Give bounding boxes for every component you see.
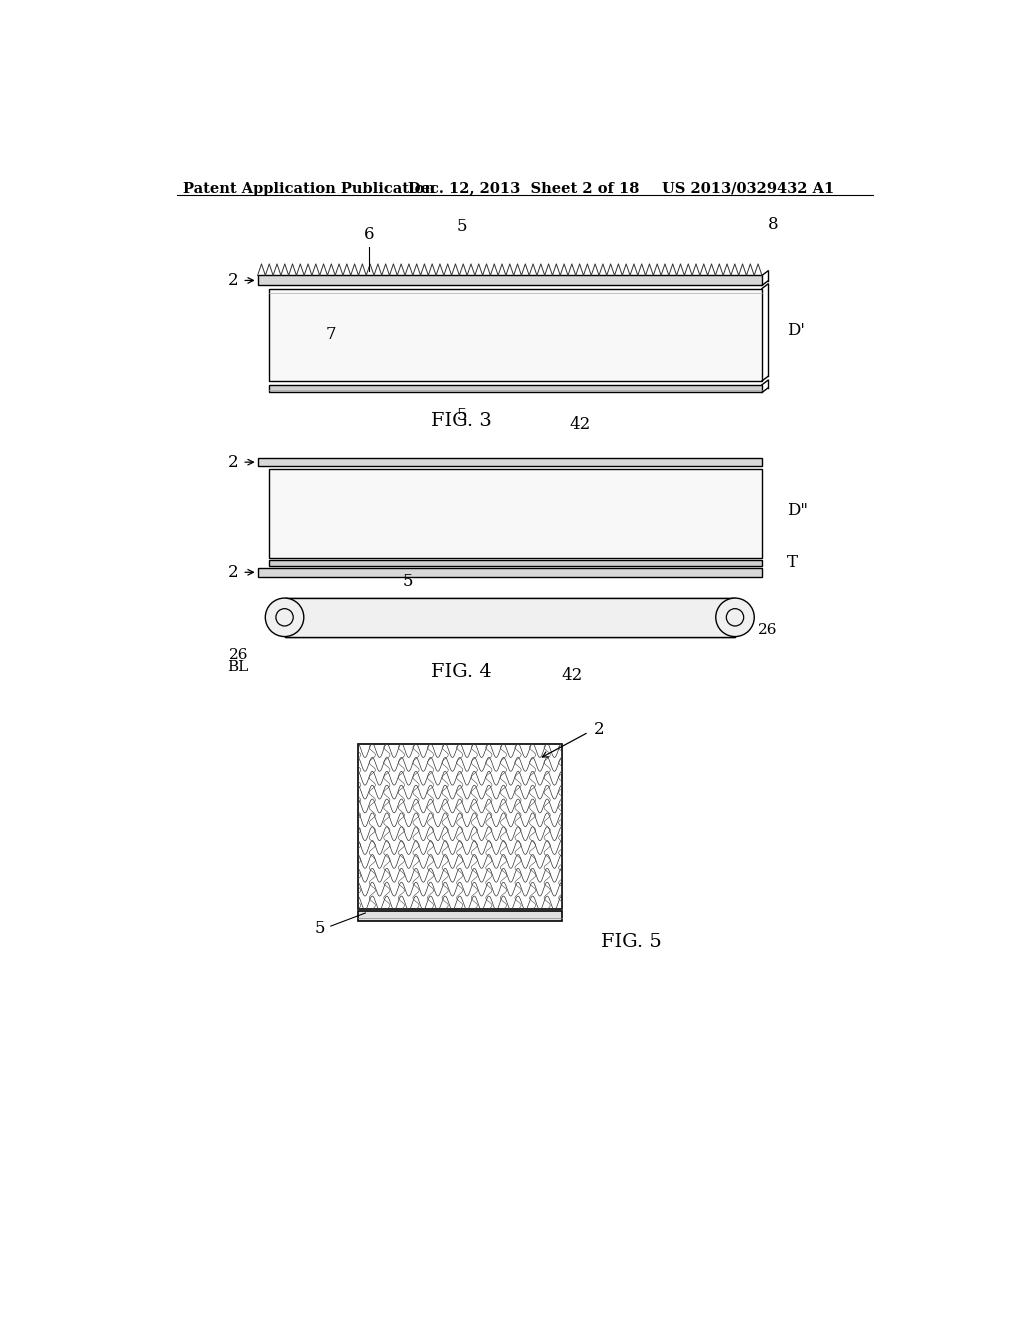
Bar	[285, 598, 735, 636]
Text: 6: 6	[364, 226, 375, 243]
Bar	[269, 560, 762, 566]
Bar	[269, 385, 762, 392]
Text: D': D'	[787, 322, 805, 339]
Text: 26: 26	[229, 648, 249, 663]
Text: 5: 5	[457, 407, 467, 424]
Text: 5: 5	[314, 920, 326, 937]
Text: T: T	[786, 554, 798, 572]
Text: 5: 5	[402, 573, 413, 590]
Text: FIG. 5: FIG. 5	[601, 933, 662, 950]
Text: 26: 26	[758, 623, 777, 638]
Circle shape	[265, 598, 304, 636]
Circle shape	[716, 598, 755, 636]
Bar	[269, 289, 762, 381]
Text: 8: 8	[768, 216, 778, 234]
Text: BL: BL	[227, 660, 249, 673]
Bar	[258, 568, 762, 577]
Text: 2: 2	[227, 272, 239, 289]
Text: 2: 2	[594, 721, 605, 738]
Text: FIG. 3: FIG. 3	[431, 412, 493, 430]
Text: 42: 42	[569, 416, 591, 433]
Bar	[258, 276, 762, 285]
Bar	[357, 911, 562, 921]
Text: 2: 2	[227, 564, 239, 581]
Text: 2: 2	[227, 454, 239, 471]
Text: FIG. 4: FIG. 4	[431, 663, 493, 681]
Bar	[357, 743, 562, 909]
Text: Dec. 12, 2013  Sheet 2 of 18: Dec. 12, 2013 Sheet 2 of 18	[408, 182, 639, 195]
Text: 7: 7	[326, 326, 336, 343]
Text: Patent Application Publication: Patent Application Publication	[183, 182, 435, 195]
Text: D": D"	[786, 502, 808, 519]
Text: US 2013/0329432 A1: US 2013/0329432 A1	[662, 182, 835, 195]
FancyBboxPatch shape	[285, 598, 735, 636]
Text: 42: 42	[562, 667, 583, 684]
Bar	[258, 458, 762, 466]
Text: 5: 5	[457, 218, 467, 235]
Bar	[269, 470, 762, 558]
